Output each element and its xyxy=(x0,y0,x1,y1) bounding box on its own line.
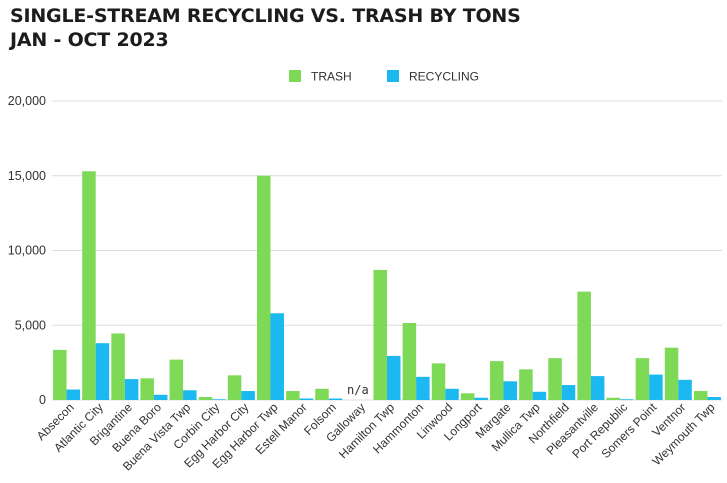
recycling-bar xyxy=(183,390,197,400)
recycling-bar xyxy=(212,399,226,401)
recycling-bar xyxy=(678,379,692,400)
y-tick-label: 0 xyxy=(39,393,46,407)
trash-bar xyxy=(169,359,184,400)
recycling-bar xyxy=(66,389,81,400)
trash-bar xyxy=(519,369,533,400)
recycling-bar xyxy=(153,394,168,400)
recycling-bar xyxy=(95,343,110,400)
recycling-bar xyxy=(532,391,547,400)
trash-bar xyxy=(198,397,213,400)
legend-swatch-recycling xyxy=(387,70,399,82)
legend-swatch-trash xyxy=(289,70,301,82)
recycling-bar xyxy=(387,355,401,400)
recycling-bar xyxy=(328,398,343,400)
recycling-bar xyxy=(124,379,139,400)
recycling-bar xyxy=(707,397,721,400)
recycling-bar xyxy=(445,388,459,400)
trash-bar xyxy=(577,291,591,400)
trash-bar xyxy=(140,378,154,400)
recycling-bar xyxy=(561,385,576,400)
na-annotation: n/a xyxy=(347,383,369,397)
y-axis-tick-labels: 0 5,000 10,000 15,000 20,000 xyxy=(8,94,46,407)
trash-bar xyxy=(111,333,125,400)
legend-label-trash: TRASH xyxy=(311,70,352,84)
trash-bar xyxy=(227,375,242,400)
trash-bar xyxy=(286,391,300,400)
y-tick-label: 5,000 xyxy=(15,318,46,332)
annotations: n/a xyxy=(347,383,369,397)
trash-bar xyxy=(635,358,650,400)
trash-bar xyxy=(664,347,679,400)
recycling-bar xyxy=(474,397,488,400)
y-tick-label: 10,000 xyxy=(8,244,46,258)
chart-title-block: SINGLE-STREAM RECYCLING VS. TRASH BY TON… xyxy=(10,4,521,52)
recycling-bar xyxy=(590,376,605,400)
trash-bar xyxy=(256,175,271,400)
recycling-bar xyxy=(620,399,634,401)
chart-subtitle: JAN - OCT 2023 xyxy=(10,29,169,51)
trash-bar xyxy=(693,391,708,400)
trash-bar xyxy=(606,397,621,400)
recycling-bar xyxy=(503,381,518,400)
trash-bar xyxy=(460,393,475,400)
y-tick-label: 15,000 xyxy=(8,169,46,183)
recycling-bar xyxy=(270,313,284,400)
trash-bar xyxy=(53,349,67,400)
recycling-bar xyxy=(241,391,255,400)
trash-bar xyxy=(431,363,446,400)
trash-bar xyxy=(548,358,562,400)
trash-bar xyxy=(315,388,329,400)
legend-label-recycling: RECYCLING xyxy=(409,70,479,84)
trash-bar xyxy=(490,361,504,400)
recycling-bar xyxy=(299,398,314,400)
bars xyxy=(53,171,721,401)
legend: TRASH RECYCLING xyxy=(289,70,479,84)
trash-bar xyxy=(373,269,387,400)
recycling-bar xyxy=(416,376,430,400)
chart-title: SINGLE-STREAM RECYCLING VS. TRASH BY TON… xyxy=(10,5,521,27)
trash-bar xyxy=(402,323,417,400)
recycling-bar xyxy=(649,374,663,400)
trash-bar xyxy=(82,171,96,400)
y-tick-label: 20,000 xyxy=(8,94,46,108)
